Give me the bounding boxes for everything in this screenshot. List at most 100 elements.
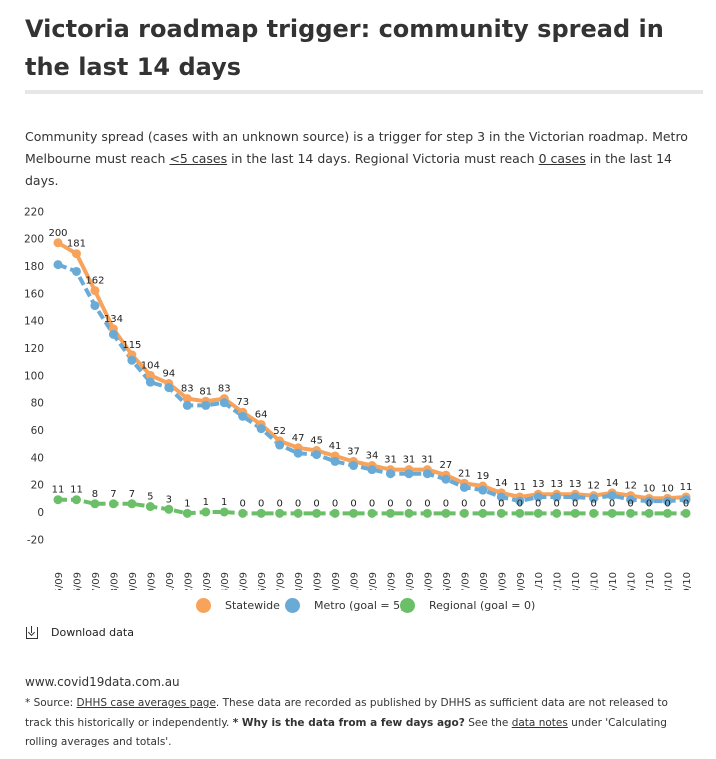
data-point-regional [533,508,543,518]
data-point-regional [552,508,562,518]
data-point-metro [515,496,525,506]
data-label-upper: 10 [661,483,674,494]
data-point-metro [275,440,285,450]
data-label-lower: 0 [535,498,541,509]
dhhs-source-link[interactable]: DHHS case averages page [76,697,216,709]
data-label-upper: 200 [48,228,67,239]
data-point-regional [441,508,451,518]
data-point-regional [478,508,488,518]
data-point-regional [108,499,118,509]
data-point-statewide [145,370,155,380]
data-label-upper: 81 [199,386,212,397]
x-tick-label: 26/09 [442,572,453,590]
legend-item-statewide[interactable]: Statewide [196,598,280,613]
data-point-regional [644,508,654,518]
data-label-lower: 0 [406,498,412,509]
download-data-button[interactable]: Download data [26,625,134,639]
y-tick-label: 120 [24,343,44,355]
data-label-lower: 1 [184,498,190,509]
data-point-statewide [71,249,81,259]
data-point-statewide [182,394,192,404]
data-point-metro [201,400,211,410]
data-label-lower: 0 [683,498,689,509]
data-notes-link[interactable]: data notes [511,716,568,729]
x-tick-label: 02/10 [553,572,564,590]
data-point-metro [478,485,488,495]
y-tick-label: 40 [31,452,44,464]
data-point-metro [71,266,81,276]
data-point-regional [219,507,229,517]
data-label-upper: 12 [587,481,600,492]
metro-target-link[interactable]: <5 cases [169,151,228,166]
intro-part-1: Community spread (cases with an unknown … [25,129,688,166]
y-tick-label: 100 [24,370,44,382]
data-point-regional [164,504,174,514]
data-label-upper: 83 [218,384,231,395]
data-label-upper: 11 [513,482,526,493]
data-point-regional [90,499,100,509]
data-label-upper: 134 [104,314,123,325]
legend-item-regional[interactable]: Regional (goal = 0) [400,598,535,613]
data-point-regional [626,508,636,518]
x-tick-label: 24/09 [405,572,416,590]
data-point-regional [182,508,192,518]
y-tick-label: 220 [24,206,44,218]
legend-metro-marker [285,598,300,613]
regional-target-link[interactable]: 0 cases [538,151,586,166]
data-label-lower: 0 [609,498,615,509]
data-label-lower: 7 [129,489,135,500]
data-point-statewide [53,238,63,248]
y-tick-label: 180 [24,261,44,273]
data-point-metro [589,493,599,503]
data-point-regional [663,508,673,518]
data-label-upper: 45 [310,435,323,446]
data-point-regional [53,495,63,505]
data-point-metro [533,492,543,502]
data-point-regional [312,508,322,518]
series-points [53,238,691,518]
data-label-upper: 31 [403,455,416,466]
data-point-metro [182,400,192,410]
data-label-upper: 13 [532,479,545,490]
y-tick-label: 140 [24,316,44,328]
download-label: Download data [51,626,134,639]
x-tick-label: 16/09 [257,572,268,590]
x-tick-label: 15/09 [239,572,250,590]
data-point-regional [293,508,303,518]
data-point-regional [238,508,248,518]
see-text: See the [464,716,512,729]
legend-regional-label: Regional (goal = 0) [429,599,536,612]
data-point-regional [570,508,580,518]
intro-part-3: in the last 14 days. [25,151,673,188]
y-tick-label: 20 [31,480,44,492]
data-label-upper: 14 [606,478,619,489]
x-tick-label: 07/09 [91,572,102,590]
data-point-metro [349,461,359,471]
data-point-regional [496,508,506,518]
data-age-question: * Why is the data from a few days ago? [232,716,465,729]
data-label-upper: 37 [347,446,360,457]
legend-statewide-label: Statewide [225,599,280,612]
x-tick-label: 10/09 [146,572,157,590]
legend-statewide-marker [196,598,211,613]
data-label-lower: 8 [92,489,98,500]
x-tick-label: 18/09 [294,572,305,590]
data-point-metro [607,491,617,501]
x-tick-label: 17/09 [276,572,287,590]
data-point-metro [663,496,673,506]
x-axis: 05/09 06/09 07/09 08/09 09/09 10/09 11/09 12/09… [54,572,693,590]
data-label-upper: 47 [292,433,305,444]
data-label-lower: 0 [627,498,633,509]
y-tick-label: 80 [31,398,44,410]
intro-part-2: in the last 14 days. Regional Victoria m… [227,151,539,166]
y-axis: -20 0 20 40 60 80 100 120 140 160 180 200 220 [24,206,44,546]
data-label-upper: 31 [384,455,397,466]
data-label-upper: 73 [236,397,249,408]
data-label-lower: 0 [369,498,375,509]
page-title: Victoria roadmap trigger: community spre… [25,15,664,81]
data-label-lower: 0 [313,498,319,509]
data-point-regional [681,508,691,518]
data-label-upper: 181 [67,239,86,250]
legend-item-metro[interactable]: Metro (goal = 5) [285,598,404,613]
data-point-regional [459,508,469,518]
